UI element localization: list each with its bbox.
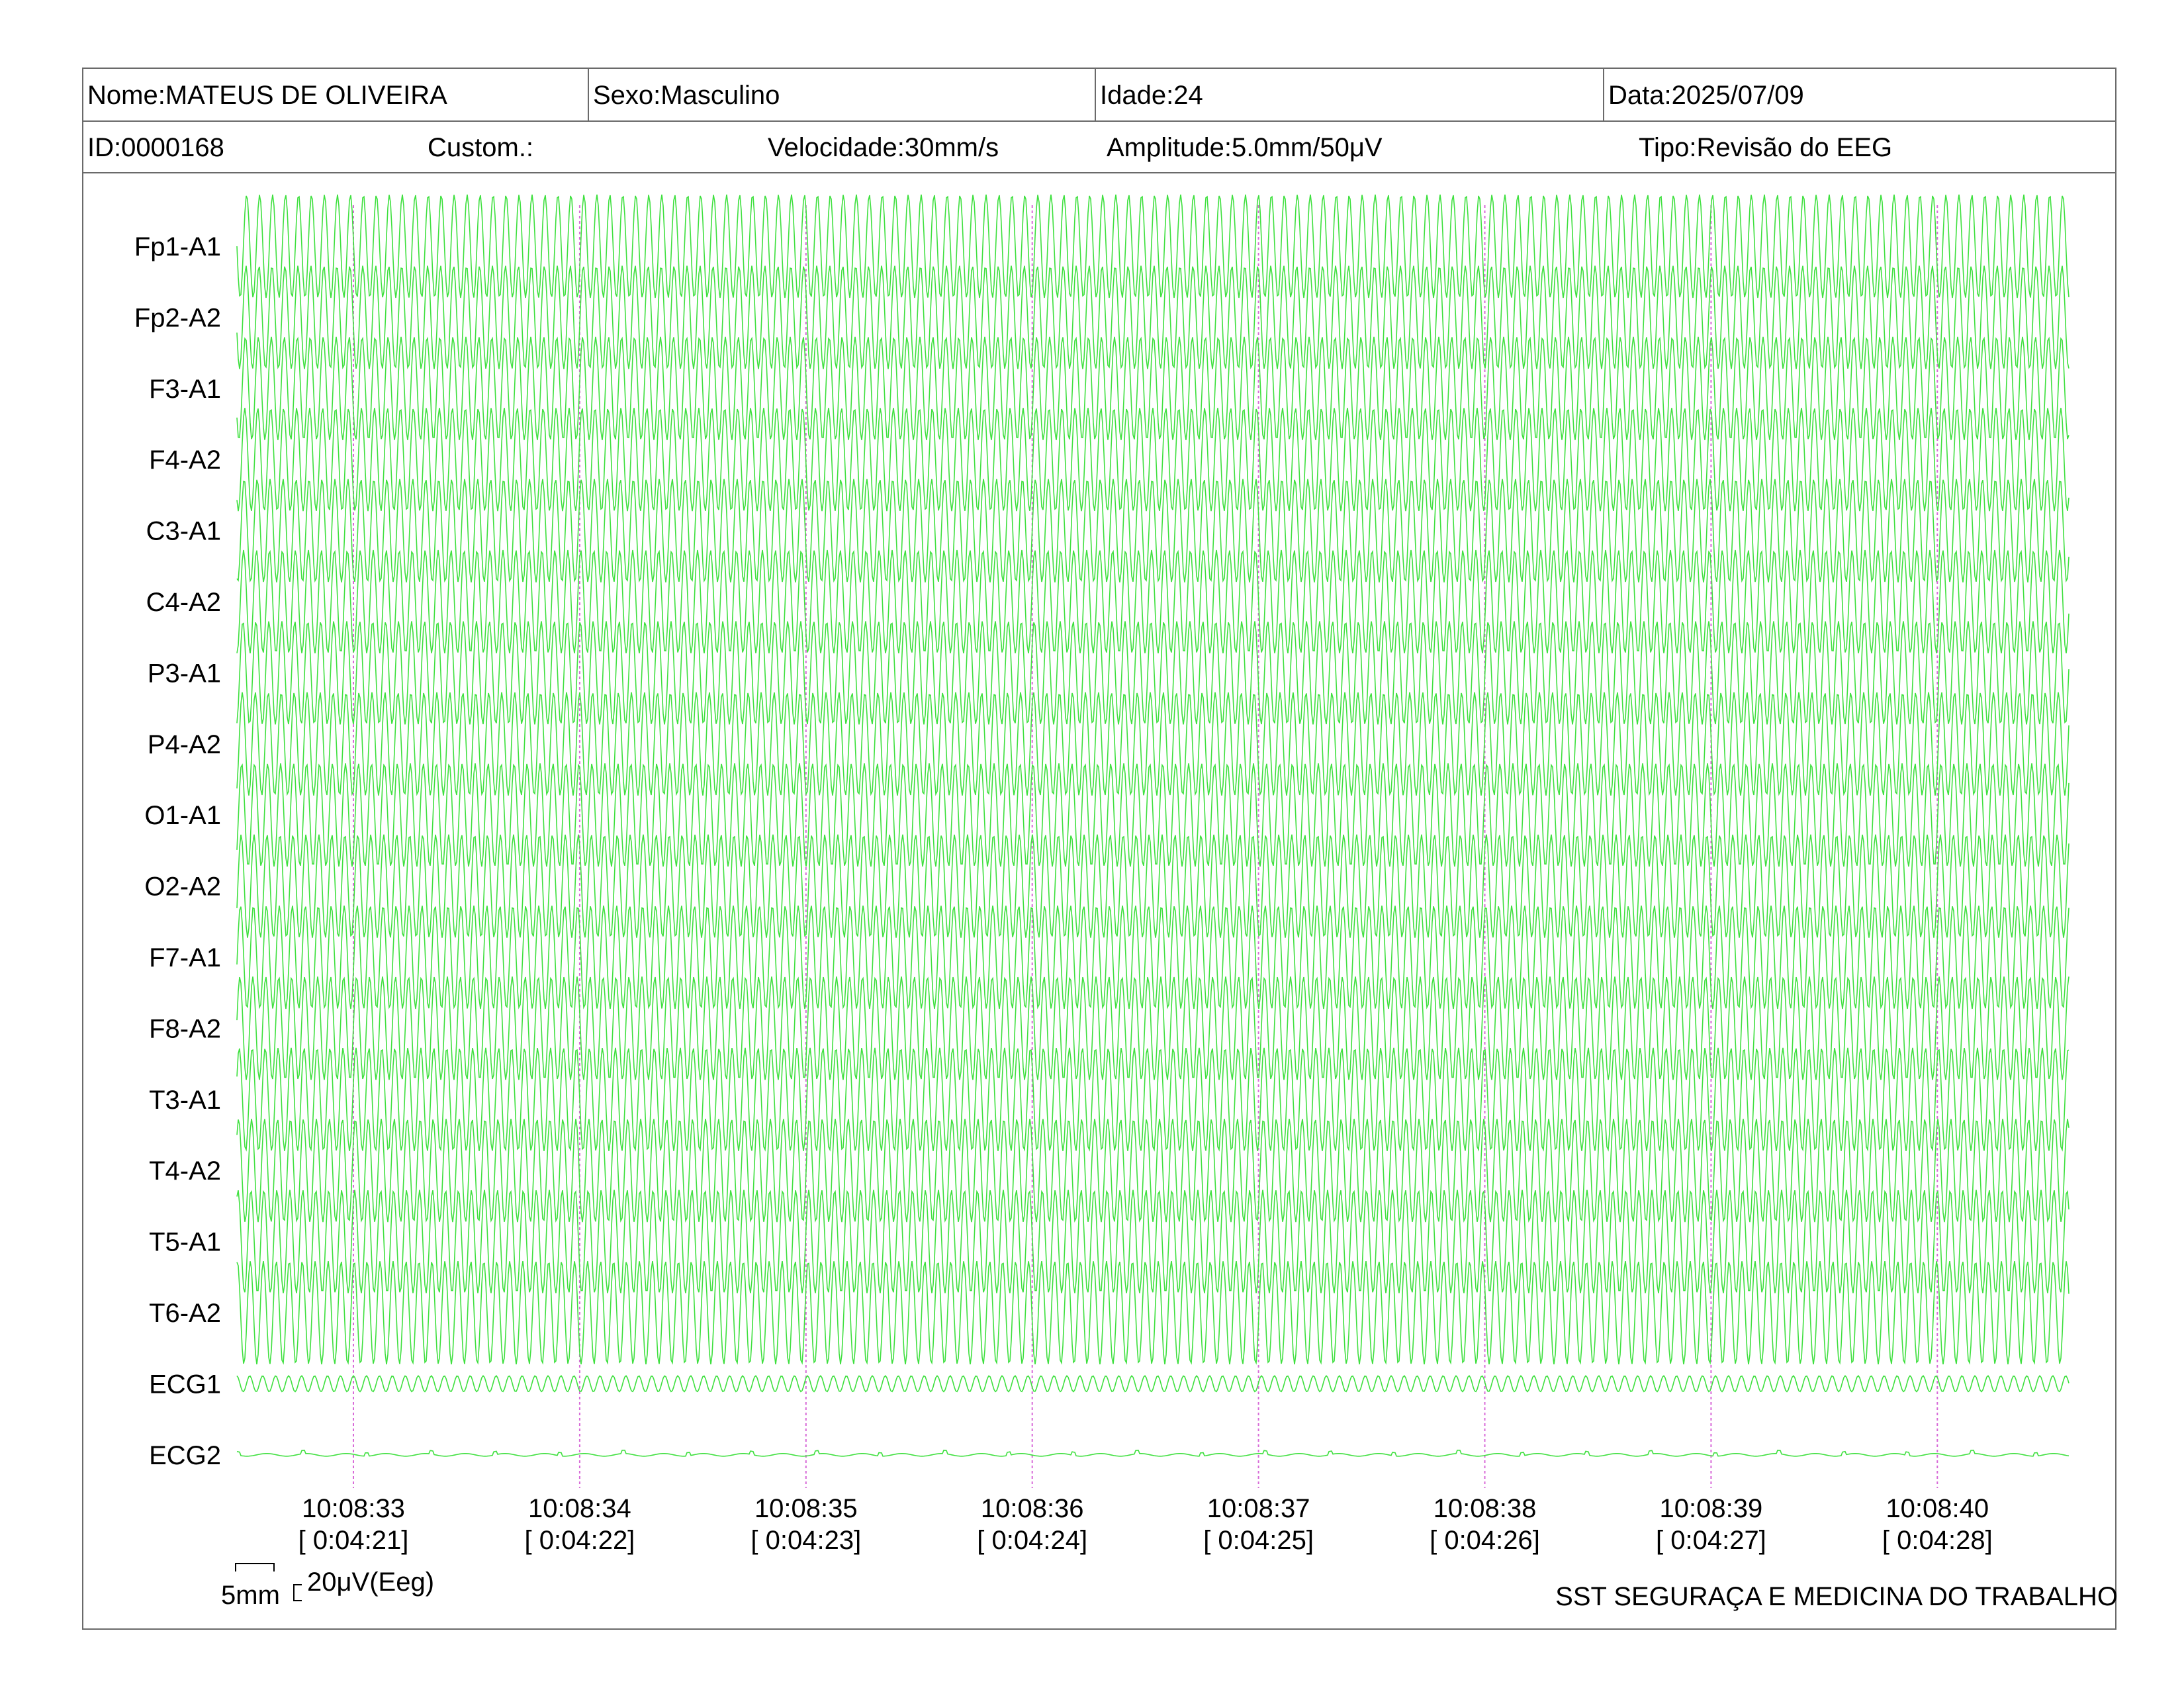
header-row-exam: ID:0000168 Custom.: Velocidade:30mm/s Am… — [83, 122, 2115, 173]
channel-label: P4-A2 — [148, 730, 221, 759]
channel-label: T4-A2 — [149, 1156, 221, 1186]
time-elapsed-label: [ 0:04:23] — [751, 1526, 861, 1555]
exam-type: Tipo:Revisão do EEG — [1639, 133, 1893, 162]
channel-label: ECG2 — [149, 1441, 221, 1470]
channel-label: O1-A1 — [144, 801, 221, 830]
exam-date: Data:2025/07/09 — [1603, 69, 2116, 120]
channel-trace — [236, 408, 2070, 512]
channel-label: F8-A2 — [149, 1014, 221, 1043]
channel-trace — [236, 336, 2070, 440]
time-clock-label: 10:08:38 — [1433, 1494, 1537, 1523]
institution-name: SST SEGURAÇA E MEDICINA DO TRABALHO — [1555, 1582, 2118, 1611]
channel-trace — [236, 1047, 2070, 1152]
channel-trace — [236, 1375, 2070, 1393]
time-clock-label: 10:08:34 — [528, 1494, 631, 1523]
channel-label: O2-A2 — [144, 872, 221, 902]
channel-label: T3-A1 — [149, 1086, 221, 1115]
time-elapsed-label: [ 0:04:22] — [525, 1526, 635, 1555]
channel-label: F4-A2 — [149, 445, 221, 475]
channel-label: F3-A1 — [149, 375, 221, 404]
channel-labels-layer: Fp1-A1 Fp2-A2 F3-A1 F4-A2 C3-A1 C4-A2 P3-A1 P4-… — [134, 232, 221, 1470]
channel-trace — [236, 763, 2070, 867]
channel-trace — [236, 621, 2070, 725]
channel-trace — [236, 549, 2070, 654]
time-clock-label: 10:08:39 — [1660, 1494, 1763, 1523]
channel-label: ECG1 — [149, 1370, 221, 1399]
time-clock-label: 10:08:36 — [981, 1494, 1084, 1523]
eeg-report-frame: Nome:MATEUS DE OLIVEIRA Sexo:Masculino I… — [82, 68, 2116, 1630]
channel-label: F7-A1 — [149, 943, 221, 972]
time-elapsed-label: [ 0:04:26] — [1430, 1526, 1540, 1555]
scale-amplitude-label: 20μV(Eeg) — [307, 1568, 435, 1597]
scale-bar-icon — [235, 1563, 302, 1601]
channel-label: C3-A1 — [146, 517, 221, 546]
channel-label: T5-A1 — [149, 1228, 221, 1257]
time-elapsed-label: [ 0:04:27] — [1656, 1526, 1766, 1555]
time-clock-label: 10:08:33 — [302, 1494, 405, 1523]
time-elapsed-label: [ 0:04:28] — [1882, 1526, 1993, 1555]
amplitude-setting: Amplitude:5.0mm/50μV — [1107, 133, 1383, 162]
traces-layer — [236, 194, 2070, 1457]
patient-sex: Sexo:Masculino — [588, 69, 1095, 120]
channel-label: Fp2-A2 — [134, 303, 221, 332]
channel-label: T6-A2 — [149, 1299, 221, 1328]
scale-time-label: 5mm — [221, 1581, 280, 1610]
time-clock-label: 10:08:37 — [1207, 1494, 1310, 1523]
patient-age: Idade:24 — [1095, 69, 1603, 120]
channel-trace — [236, 1119, 2070, 1223]
time-clock-label: 10:08:40 — [1886, 1494, 1989, 1523]
channel-label: P3-A1 — [148, 659, 221, 688]
custom-field: Custom.: — [428, 133, 534, 162]
patient-id: ID:0000168 — [87, 133, 224, 162]
channel-trace — [236, 834, 2070, 938]
channel-trace — [236, 265, 2070, 369]
time-labels-layer: 10:08:33 [ 0:04:21] 10:08:34 [ 0:04:22] 10:0… — [298, 1494, 1993, 1555]
channel-label: C4-A2 — [146, 588, 221, 617]
time-clock-label: 10:08:35 — [754, 1494, 858, 1523]
time-elapsed-label: [ 0:04:21] — [298, 1526, 409, 1555]
channel-trace — [236, 976, 2070, 1080]
header-row-patient: Nome:MATEUS DE OLIVEIRA Sexo:Masculino I… — [83, 69, 2115, 122]
channel-trace — [236, 692, 2070, 796]
channel-trace — [236, 1449, 2070, 1457]
channel-trace — [236, 194, 2070, 299]
channel-label: Fp1-A1 — [134, 232, 221, 261]
patient-name: Nome:MATEUS DE OLIVEIRA — [87, 81, 447, 110]
channel-trace — [236, 905, 2070, 1009]
time-elapsed-label: [ 0:04:25] — [1203, 1526, 1314, 1555]
time-elapsed-label: [ 0:04:24] — [977, 1526, 1087, 1555]
channel-trace — [236, 479, 2070, 583]
channel-trace — [236, 1190, 2070, 1293]
speed-setting: Velocidade:30mm/s — [768, 133, 999, 162]
channel-trace — [236, 1260, 2070, 1365]
